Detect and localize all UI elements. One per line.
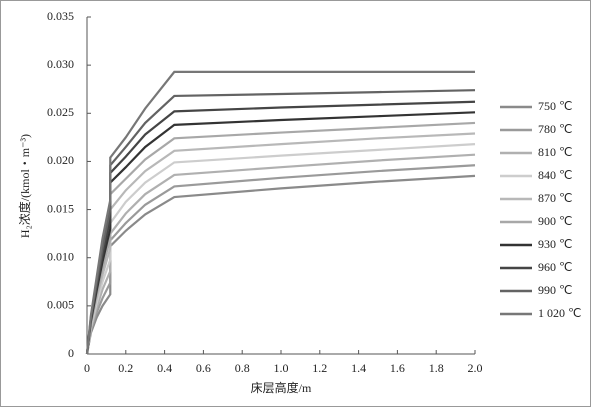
x-tick-label: 1.4 [351,361,366,375]
series-line [85,174,476,355]
x-tick-label: 2.0 [468,361,483,375]
x-tick-label: 0.8 [235,361,250,375]
x-tick-label: 0.4 [157,361,172,375]
legend-label: 780 ℃ [538,122,572,136]
legend-label: 960 ℃ [538,260,572,274]
legend-label: 930 ℃ [538,237,572,251]
series-line [85,164,476,355]
x-tick-label: 1.6 [390,361,405,375]
legend-label: 870 ℃ [538,191,572,205]
x-tick-label: 0 [84,361,90,375]
legend-label: 750 ℃ [538,99,572,113]
y-tick-label: 0.035 [47,9,74,23]
y-axis-label: H₂浓度/(kmol・m⁻³) [17,134,32,238]
legend-label: 900 ℃ [538,214,572,228]
legend-label: 810 ℃ [538,145,572,159]
x-tick-label: 1.2 [312,361,327,375]
y-tick-label: 0.005 [47,298,74,312]
legend-label: 1 020 ℃ [538,306,581,320]
x-tick-label: 0.2 [118,361,133,375]
x-axis-label: 床层高度/m [251,380,312,395]
x-tick-label: 1.8 [429,361,444,375]
x-tick-label: 0.6 [196,361,211,375]
x-tick-label: 1.0 [274,361,289,375]
y-tick-label: 0.010 [47,249,74,263]
y-tick-label: 0.025 [47,105,74,119]
legend-label: 840 ℃ [538,168,572,182]
legend-label: 990 ℃ [538,283,572,297]
y-tick-label: 0.015 [47,201,74,215]
y-tick-label: 0.020 [47,153,74,167]
y-tick-label: 0.030 [47,57,74,71]
series-line [85,70,475,355]
y-tick-label: 0 [68,346,74,360]
